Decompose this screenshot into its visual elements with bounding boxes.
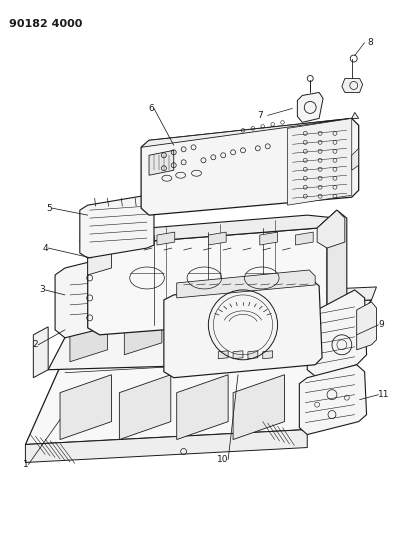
Polygon shape — [177, 375, 228, 440]
Text: 11: 11 — [378, 390, 390, 399]
Polygon shape — [357, 302, 376, 350]
Polygon shape — [60, 375, 112, 440]
Polygon shape — [141, 112, 359, 147]
Polygon shape — [307, 290, 367, 378]
Polygon shape — [263, 351, 273, 359]
Polygon shape — [80, 210, 337, 252]
Polygon shape — [299, 365, 367, 434]
Polygon shape — [298, 92, 323, 123]
Text: 8: 8 — [367, 38, 373, 47]
Polygon shape — [208, 232, 226, 245]
Polygon shape — [218, 351, 228, 359]
Polygon shape — [33, 327, 48, 378]
Polygon shape — [70, 320, 108, 362]
Text: 3: 3 — [39, 286, 45, 294]
Polygon shape — [55, 255, 124, 338]
Polygon shape — [317, 210, 345, 248]
Polygon shape — [141, 118, 359, 215]
Polygon shape — [119, 375, 171, 440]
Polygon shape — [317, 210, 347, 310]
Polygon shape — [179, 305, 216, 347]
Text: 4: 4 — [42, 244, 48, 253]
Polygon shape — [78, 287, 376, 313]
Polygon shape — [26, 430, 307, 463]
Polygon shape — [233, 375, 285, 440]
Polygon shape — [48, 300, 371, 370]
Polygon shape — [248, 351, 258, 359]
Polygon shape — [352, 148, 359, 170]
Polygon shape — [238, 300, 279, 342]
Polygon shape — [124, 313, 162, 355]
Polygon shape — [88, 247, 112, 275]
Polygon shape — [342, 78, 363, 92]
Polygon shape — [177, 270, 315, 298]
Text: 7: 7 — [257, 111, 263, 120]
Polygon shape — [88, 228, 327, 335]
Polygon shape — [164, 280, 322, 378]
Polygon shape — [157, 232, 175, 245]
Polygon shape — [296, 232, 313, 245]
Polygon shape — [233, 351, 243, 359]
Polygon shape — [287, 118, 352, 205]
Polygon shape — [26, 350, 362, 445]
Text: 5: 5 — [46, 204, 52, 213]
Text: 10: 10 — [217, 455, 228, 464]
Polygon shape — [80, 195, 154, 258]
Polygon shape — [108, 232, 125, 245]
Text: 6: 6 — [148, 104, 154, 113]
Polygon shape — [149, 150, 174, 175]
Polygon shape — [260, 232, 277, 245]
Polygon shape — [60, 340, 362, 367]
Text: 1: 1 — [23, 460, 28, 469]
Text: 2: 2 — [33, 340, 38, 349]
Text: 9: 9 — [378, 320, 384, 329]
Text: 90182 4000: 90182 4000 — [9, 19, 82, 29]
